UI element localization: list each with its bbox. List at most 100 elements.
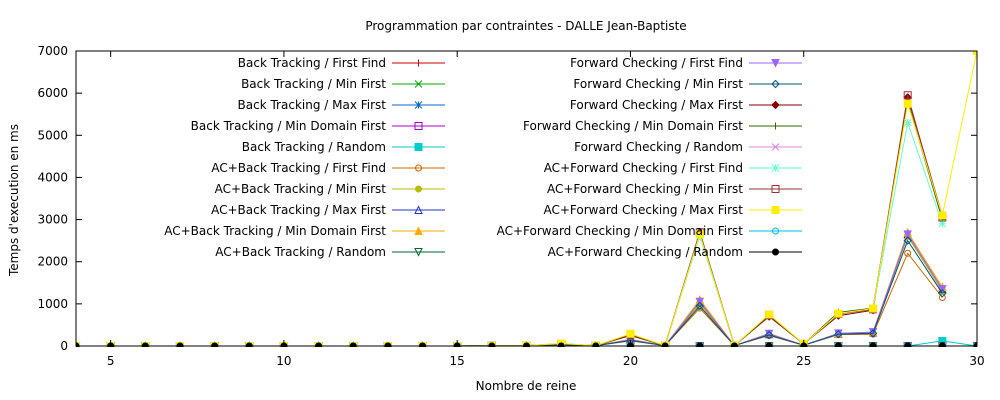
data-point	[938, 289, 947, 298]
legend-item: Forward Checking / Max First	[570, 98, 802, 112]
legend-label: AC+Back Tracking / First Find	[211, 161, 386, 175]
y-tick-label: 3000	[37, 213, 68, 227]
legend-label: AC+Forward Checking / First Find	[544, 161, 743, 175]
legend-marker	[415, 185, 422, 193]
legend-item: Back Tracking / Min First	[241, 77, 445, 91]
legend-item: Back Tracking / Random	[242, 140, 445, 154]
data-point	[903, 91, 912, 100]
series	[76, 236, 947, 347]
legend-label: Forward Checking / Min Domain First	[523, 119, 743, 133]
data-point	[868, 329, 878, 338]
y-tick-label: 7000	[37, 44, 68, 58]
legend-item: AC+Forward Checking / Max First	[543, 203, 802, 217]
series	[76, 232, 946, 347]
legend-item: AC+Forward Checking / First Find	[544, 161, 802, 175]
legend-label: Forward Checking / First Find	[570, 56, 743, 70]
legend-label: AC+Back Tracking / Random	[215, 245, 386, 259]
data-point	[903, 99, 912, 108]
legend-marker	[414, 248, 423, 257]
legend-marker	[772, 248, 779, 256]
y-tick-label: 4000	[37, 170, 68, 184]
legend-label: AC+Forward Checking / Random	[548, 245, 743, 259]
data-point	[834, 329, 843, 338]
legend-item: AC+Back Tracking / First Find	[211, 161, 445, 175]
x-tick-label: 20	[623, 354, 638, 368]
legend-label: Forward Checking / Random	[574, 140, 743, 154]
legend-marker	[771, 100, 780, 110]
data-point	[695, 230, 704, 239]
data-point	[695, 297, 705, 307]
legend-item: Forward Checking / Min First	[573, 77, 802, 91]
legend-marker	[414, 226, 423, 235]
data-point	[695, 301, 704, 311]
legend-item: Back Tracking / First Find	[238, 56, 445, 70]
legend-label: Back Tracking / Random	[242, 140, 386, 154]
y-tick-label: 5000	[37, 128, 68, 142]
legend-label: AC+Back Tracking / Max First	[211, 203, 386, 217]
legend-marker	[414, 205, 423, 214]
data-point	[903, 230, 913, 239]
x-tick-label: 10	[276, 354, 291, 368]
series	[76, 51, 977, 347]
series-line	[76, 97, 943, 347]
legend-label: AC+Forward Checking / Max First	[543, 203, 743, 217]
series	[76, 229, 947, 347]
legend-label: Forward Checking / Min First	[573, 77, 743, 91]
legend-marker	[772, 122, 779, 130]
legend-item: Forward Checking / Min Domain First	[523, 119, 802, 133]
data-point	[973, 51, 977, 55]
legend-label: Back Tracking / Min Domain First	[191, 119, 387, 133]
x-tick-label: 25	[796, 354, 811, 368]
legend-item: Back Tracking / Max First	[238, 98, 445, 112]
legend-label: AC+Back Tracking / Min First	[215, 182, 387, 196]
legend-marker	[414, 143, 423, 151]
legend-label: Forward Checking / Max First	[570, 98, 743, 112]
legend-marker	[771, 185, 780, 193]
legend-item: Back Tracking / Min Domain First	[191, 119, 445, 133]
legend-label: AC+Forward Checking / Min Domain First	[497, 224, 744, 238]
y-axis-label: Temps d'execution en ms	[7, 124, 21, 277]
series-line	[76, 235, 943, 347]
plot-frame	[75, 50, 978, 347]
data-point	[834, 329, 843, 339]
data-point	[834, 309, 843, 318]
data-point	[938, 294, 946, 302]
legend-label: Back Tracking / Min First	[241, 77, 386, 91]
legend-marker	[771, 79, 780, 89]
data-point	[938, 285, 947, 294]
legend-label: AC+Forward Checking / Min First	[547, 182, 743, 196]
legend-item: Forward Checking / Random	[574, 140, 802, 154]
legend-label: AC+Back Tracking / Min Domain First	[164, 224, 386, 238]
legend-marker	[771, 59, 780, 68]
legend-marker	[771, 206, 780, 214]
data-point	[626, 329, 635, 338]
series	[76, 227, 947, 347]
y-tick-label: 2000	[37, 255, 68, 269]
data-point	[938, 211, 947, 220]
legend-item: AC+Back Tracking / Min Domain First	[164, 224, 445, 238]
legend-label: Back Tracking / Max First	[238, 98, 387, 112]
chart-title: Programmation par contraintes - DALLE Je…	[365, 19, 686, 33]
series-line	[76, 252, 943, 347]
x-tick-label: 15	[450, 354, 465, 368]
legend-marker	[414, 80, 423, 88]
legend-item: Forward Checking / First Find	[570, 56, 802, 70]
x-tick-label: 5	[107, 354, 115, 368]
legend-marker	[415, 164, 422, 172]
y-tick-label: 0	[60, 339, 68, 353]
series-line	[76, 231, 943, 347]
series	[76, 230, 947, 347]
legend-marker	[772, 227, 779, 235]
legend-item: AC+Forward Checking / Min Domain First	[497, 224, 802, 238]
legend-item: AC+Back Tracking / Max First	[211, 203, 445, 217]
data-point	[764, 330, 774, 340]
x-axis-label: Nombre de reine	[476, 379, 577, 393]
legend-item: AC+Forward Checking / Min First	[547, 182, 802, 196]
legend-marker	[414, 101, 423, 109]
legend-item: AC+Back Tracking / Random	[215, 245, 445, 259]
data-point	[904, 249, 912, 257]
x-tick-label: 30	[969, 354, 984, 368]
legend-marker	[771, 143, 780, 151]
legend-item: AC+Forward Checking / Random	[548, 245, 802, 259]
data-point	[765, 310, 774, 319]
